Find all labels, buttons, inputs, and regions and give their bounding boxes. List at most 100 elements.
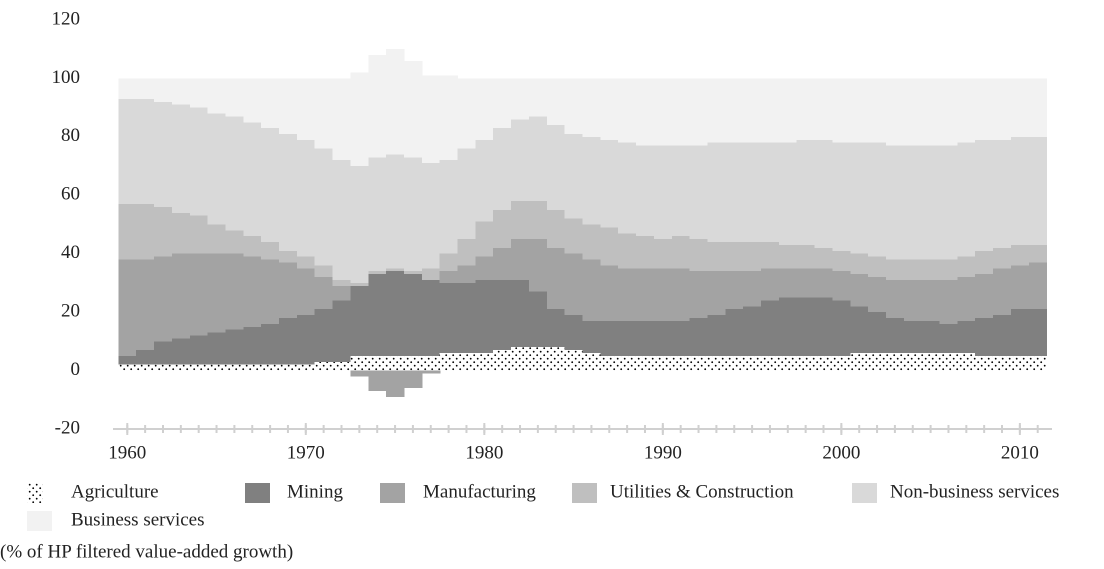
area-step (600, 320, 619, 356)
area-step (421, 268, 441, 281)
area-step (225, 364, 244, 371)
area-step (403, 274, 423, 356)
area-step (850, 78, 869, 143)
area-step (1010, 244, 1030, 266)
area-step (832, 142, 851, 251)
area-step (671, 320, 691, 356)
area-step (403, 271, 423, 275)
area-step (725, 78, 744, 143)
area-step (993, 315, 1012, 356)
area-step (546, 125, 566, 210)
area-step (332, 361, 352, 371)
area-step (993, 247, 1012, 269)
area-step (850, 142, 869, 254)
area-step (796, 268, 816, 298)
area-step (546, 209, 566, 248)
area-step (921, 320, 941, 354)
area-step (689, 317, 709, 356)
area-step (850, 353, 869, 371)
area-step (493, 78, 512, 129)
area-step (564, 253, 584, 316)
area-step (314, 361, 334, 371)
area-step (600, 139, 619, 228)
area-step (957, 277, 976, 321)
legend-label: Non-business services (890, 481, 1059, 502)
area-step (832, 300, 851, 356)
area-step (332, 78, 352, 161)
area-step (386, 268, 405, 272)
area-step (850, 306, 869, 354)
area-step (528, 78, 548, 117)
area-step (582, 78, 601, 137)
x-tick-label: 1990 (644, 442, 682, 463)
area-step (618, 355, 637, 371)
area-step (225, 253, 244, 330)
area-step (725, 355, 744, 371)
area-step (439, 353, 459, 371)
area-step (171, 253, 191, 339)
area-step (689, 78, 709, 146)
area-step (403, 355, 423, 371)
area-step (725, 242, 744, 272)
area-step (707, 355, 726, 371)
area-step (743, 242, 762, 272)
area-step (1010, 309, 1030, 356)
area-step (975, 274, 994, 318)
area-step (1010, 265, 1030, 310)
area-step (903, 320, 923, 354)
area-step (885, 317, 905, 354)
area-step (207, 78, 227, 114)
area-step (350, 370, 369, 377)
area-step (439, 282, 459, 354)
area-step (189, 215, 209, 254)
area-step (582, 224, 601, 260)
area-step (207, 113, 227, 225)
area-step (368, 274, 387, 356)
area-step (796, 244, 816, 269)
area-step (814, 78, 834, 140)
y-tick-label: 80 (61, 125, 80, 146)
x-tick-label: 1960 (108, 442, 146, 463)
area-step (957, 256, 976, 278)
area-step (903, 78, 923, 146)
area-step (403, 60, 423, 158)
area-step (796, 78, 816, 140)
area-step (618, 233, 637, 269)
area-step (1010, 78, 1030, 137)
area-step (832, 250, 851, 272)
area-step (261, 259, 280, 324)
area-step (653, 78, 673, 146)
area-step (457, 239, 476, 266)
area-step (314, 265, 334, 278)
area-step (975, 250, 994, 275)
area-step (225, 230, 244, 254)
area-step (189, 364, 209, 371)
area-step (243, 364, 262, 371)
area-step (332, 300, 352, 362)
area-step (761, 300, 780, 356)
area-step (868, 256, 887, 278)
area-step (600, 265, 619, 321)
note: (% of HP filtered value-added growth) (0, 541, 293, 562)
area-step (528, 201, 548, 240)
area-step (885, 78, 905, 146)
area-step (636, 78, 655, 146)
area-step (368, 271, 387, 275)
legend-label: Business services (71, 509, 205, 530)
area-step (154, 78, 173, 102)
area-step (493, 128, 512, 210)
area-step (261, 78, 280, 129)
area-step (439, 271, 459, 283)
area-step (261, 128, 280, 243)
area-step (796, 355, 816, 371)
area-step (261, 323, 280, 365)
area-step (743, 355, 762, 371)
area-step (582, 353, 601, 371)
area-step (832, 271, 851, 301)
area-step (511, 280, 530, 348)
area-step (386, 370, 405, 397)
legend-label: Mining (287, 481, 343, 502)
area-step (421, 355, 441, 371)
area-step (171, 338, 191, 365)
area-step (171, 104, 191, 213)
